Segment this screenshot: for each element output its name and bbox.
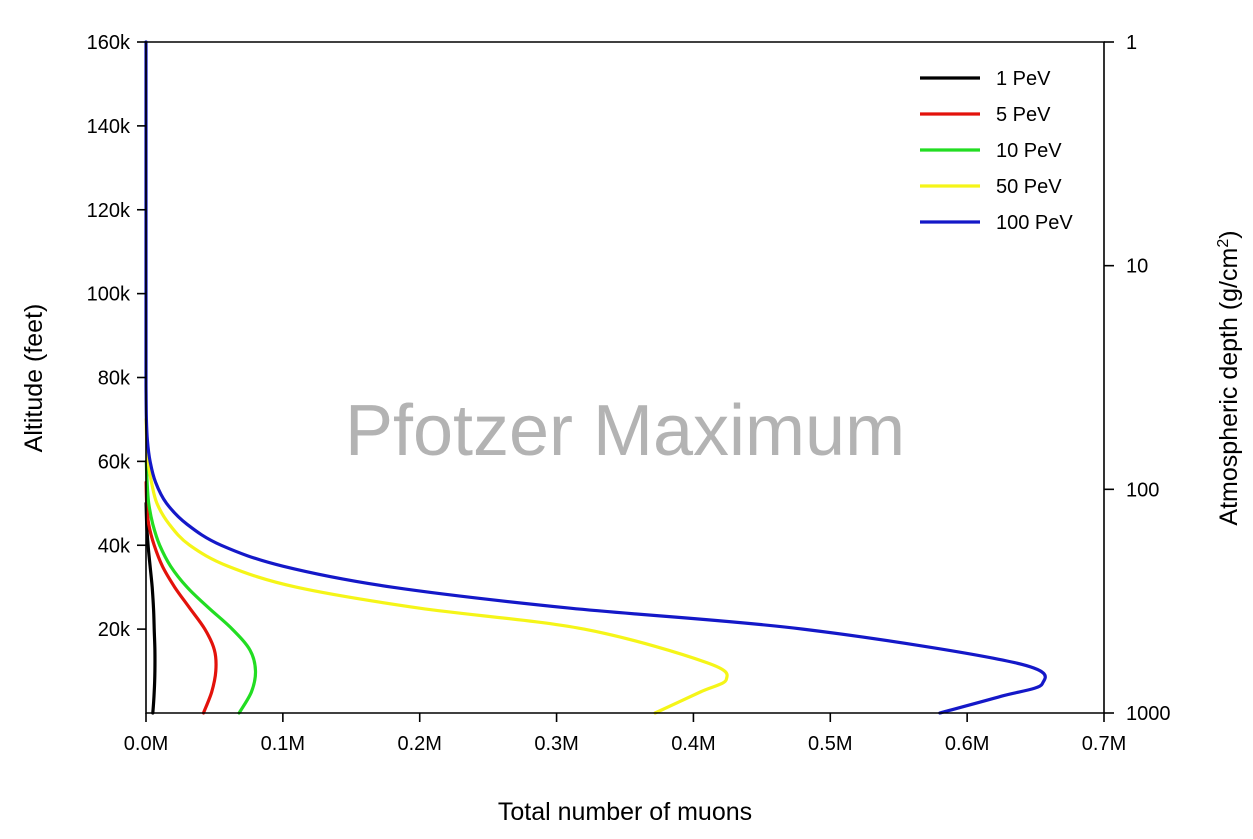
- x-tick-label: 0.5M: [808, 733, 852, 755]
- y-tick-label: 140k: [87, 116, 131, 138]
- series-lines: [144, 40, 1047, 715]
- x-tick-label: 0.0M: [124, 733, 168, 755]
- legend-label-1-pev: 1 PeV: [996, 68, 1051, 90]
- y2-tick-label: 100: [1126, 479, 1159, 501]
- series-line-100-pev: [144, 40, 1047, 715]
- y-axis-label: Altitude (feet): [20, 304, 48, 453]
- y-tick-label: 100k: [87, 284, 131, 306]
- legend-label-10-pev: 10 PeV: [996, 140, 1062, 162]
- y2-axis-label-main: Atmospheric depth (g/cm: [1215, 248, 1243, 526]
- y2-axis-label-sup: 2: [1215, 239, 1232, 248]
- legend-label-50-pev: 50 PeV: [996, 176, 1062, 198]
- y-tick-label: 40k: [98, 535, 131, 557]
- y-tick-label: 120k: [87, 200, 131, 222]
- x-tick-label: 0.7M: [1082, 733, 1126, 755]
- pfotzer-maximum-annotation: Pfotzer Maximum: [345, 391, 905, 471]
- y2-axis-label: Atmospheric depth (g/cm2): [1215, 230, 1243, 525]
- series-line-50-pev: [144, 417, 729, 715]
- x-tick-label: 0.1M: [261, 733, 305, 755]
- series-line-10-pev: [144, 459, 258, 715]
- axes: 0.0M 0.1M 0.2M 0.3M 0.4M 0.5M 0.6M 0.7M 20k 40k 60…: [87, 32, 1171, 755]
- y2-tick-label: 10: [1126, 256, 1148, 278]
- x-tick-label: 0.2M: [397, 733, 441, 755]
- legend-label-5-pev: 5 PeV: [996, 104, 1051, 126]
- x-tick-label: 0.3M: [534, 733, 578, 755]
- y2-tick-label: 1: [1126, 32, 1137, 54]
- x-tick-label: 0.4M: [671, 733, 715, 755]
- x-tick-label: 0.6M: [945, 733, 989, 755]
- series-line-5-pev: [144, 480, 218, 715]
- y-tick-label: 20k: [98, 619, 131, 641]
- legend-label-100-pev: 100 PeV: [996, 212, 1073, 234]
- y-tick-label: 60k: [98, 451, 131, 473]
- series-line-1-pev: [144, 501, 157, 715]
- legend: 1 PeV 5 PeV 10 PeV 50 PeV 100 PeV: [920, 68, 1073, 234]
- x-axis-label: Total number of muons: [498, 798, 752, 826]
- y2-axis-label-tail: ): [1215, 230, 1243, 238]
- y2-tick-label: 1000: [1126, 703, 1171, 725]
- y-tick-label: 80k: [98, 368, 131, 390]
- y-tick-label: 160k: [87, 32, 131, 54]
